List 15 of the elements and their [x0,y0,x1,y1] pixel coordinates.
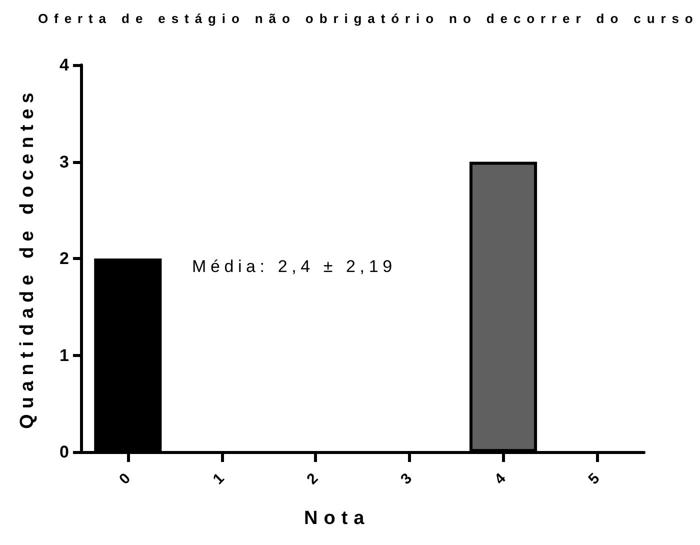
y-tick-label: 3 [60,152,69,172]
y-tick-label: 4 [60,56,70,74]
annotation: Média: 2,4 ± 2,19 [192,257,396,277]
x-tick-label: 1 [210,470,228,488]
x-tick-label: 5 [585,470,604,488]
y-axis-title: Quantidade de docentes [17,87,38,429]
x-tick-label: 4 [491,470,510,488]
x-tick-label: 0 [116,470,134,488]
y-tick-label: 1 [60,346,69,365]
y-tick-label: 2 [60,249,69,268]
y-tick-label: 0 [60,442,69,462]
x-tick-label: 3 [398,470,416,488]
chart-title: Oferta de estágio não obrigatório no decorrer do curso [38,11,699,26]
x-tick-label: 2 [304,470,322,488]
x-axis-title: Nota [304,508,370,530]
